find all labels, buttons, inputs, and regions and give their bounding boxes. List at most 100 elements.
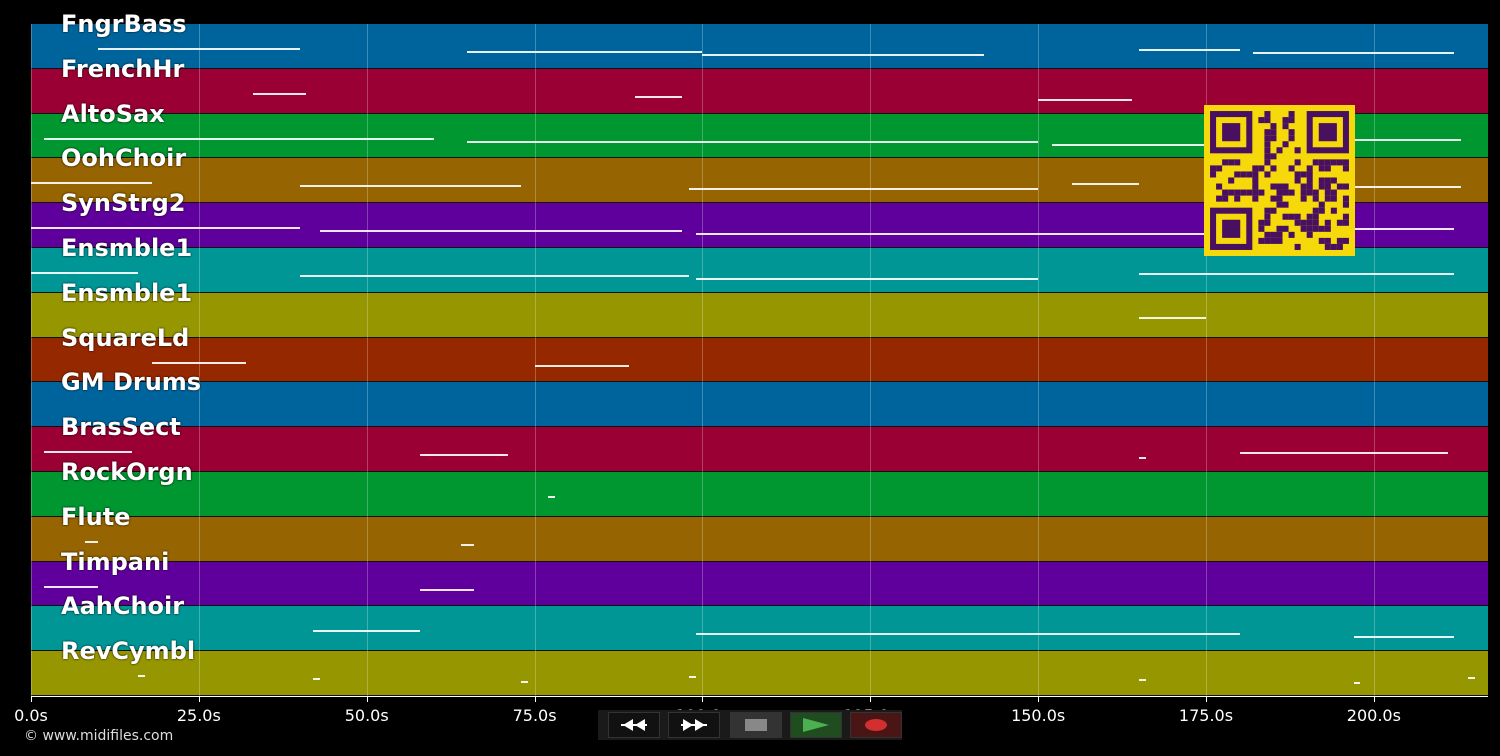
qr-module [1234, 159, 1241, 166]
qr-module [1264, 129, 1271, 136]
note-bar [84, 540, 99, 543]
qr-module [1324, 237, 1331, 244]
qr-module [1264, 219, 1271, 226]
gridline [31, 24, 32, 696]
gridline [534, 24, 536, 696]
tick-label: 75.0s [512, 706, 557, 725]
qr-module [1264, 117, 1271, 124]
qr-module [1318, 201, 1325, 208]
note-bar [467, 140, 1039, 143]
qr-module [1282, 189, 1289, 196]
tick-mark [1373, 696, 1375, 702]
note-bar [702, 54, 985, 56]
qr-module [1270, 123, 1277, 130]
qr-module [1228, 177, 1235, 184]
record-icon [865, 719, 887, 731]
qr-module [1300, 171, 1307, 178]
qr-module [1288, 213, 1295, 220]
note-bar [252, 92, 307, 95]
qr-module [1234, 189, 1241, 196]
qr-module [1282, 213, 1289, 220]
transport-controls [598, 710, 902, 740]
stop-icon [745, 719, 767, 731]
note-bar [44, 585, 99, 588]
track-label: SynStrg2 [61, 189, 186, 218]
qr-module [1276, 189, 1283, 196]
qr-module [1276, 231, 1283, 238]
record-button[interactable] [850, 712, 902, 738]
qr-module [1342, 165, 1349, 172]
qr-module [1258, 165, 1265, 172]
gridline [1038, 24, 1040, 696]
tick-label: 150.0s [1011, 706, 1066, 725]
qr-module [1258, 117, 1265, 124]
note-bar [689, 188, 1039, 191]
gridline [870, 24, 872, 696]
note-bar [299, 185, 522, 188]
qr-module [1288, 189, 1295, 196]
fast-forward-button[interactable] [668, 712, 720, 738]
note-bar [695, 633, 1240, 636]
tick-label: 25.0s [176, 706, 221, 725]
qr-module [1294, 147, 1301, 154]
qr-module [1336, 219, 1343, 226]
qr-module [1270, 231, 1277, 238]
track-label: RevCymbl [61, 637, 196, 666]
note-bar [98, 48, 300, 50]
stop-button[interactable] [730, 712, 782, 738]
qr-module [1300, 225, 1307, 232]
qr-module [1294, 177, 1301, 184]
qr-module [1300, 183, 1307, 190]
qr-module [1318, 159, 1325, 166]
qr-module [1252, 177, 1259, 184]
qr-module [1276, 237, 1283, 244]
qr-module [1318, 165, 1325, 172]
qr-module [1246, 171, 1253, 178]
note-bar [1138, 679, 1146, 682]
qr-module [1324, 219, 1331, 226]
note-bar [695, 278, 1039, 280]
note-bar [31, 182, 152, 185]
qr-module [1306, 165, 1313, 172]
qr-module [1342, 183, 1349, 190]
qr-module [1264, 147, 1271, 154]
track-row [31, 382, 1488, 428]
qr-module [1240, 171, 1247, 178]
qr-module [1264, 111, 1271, 118]
gridline [702, 24, 704, 696]
rewind-icon [621, 719, 647, 731]
qr-module [1288, 135, 1295, 142]
track-label: BrasSect [61, 413, 181, 442]
track-row [31, 472, 1488, 517]
qr-module [1306, 183, 1313, 190]
track-row [31, 651, 1488, 696]
tick-mark [702, 696, 704, 702]
x-axis [31, 696, 1488, 697]
rewind-button[interactable] [608, 712, 660, 738]
qr-module [1342, 219, 1349, 226]
qr-module [1312, 195, 1319, 202]
track-label: OohChoir [61, 144, 187, 173]
qr-module [1294, 213, 1301, 220]
qr-module [1264, 231, 1271, 238]
track-label: Timpani [61, 547, 170, 576]
track-label: FrenchHr [61, 54, 185, 83]
qr-module [1306, 225, 1313, 232]
note-bar [1353, 636, 1455, 639]
qr-module [1330, 195, 1337, 202]
qr-module [1216, 195, 1223, 202]
qr-module [1222, 159, 1229, 166]
note-bar [299, 275, 689, 277]
qr-module [1276, 195, 1283, 202]
note-bar [1138, 49, 1240, 51]
track-row [31, 427, 1488, 472]
play-button[interactable] [790, 712, 842, 738]
qr-module [1336, 183, 1343, 190]
play-icon [803, 718, 829, 732]
qr-module [1300, 219, 1307, 226]
copyright-text: © www.midifiles.com [24, 728, 174, 744]
qr-module [1336, 159, 1343, 166]
qr-module [1252, 183, 1259, 190]
qr-module [1252, 165, 1259, 172]
qr-module [1318, 183, 1325, 190]
